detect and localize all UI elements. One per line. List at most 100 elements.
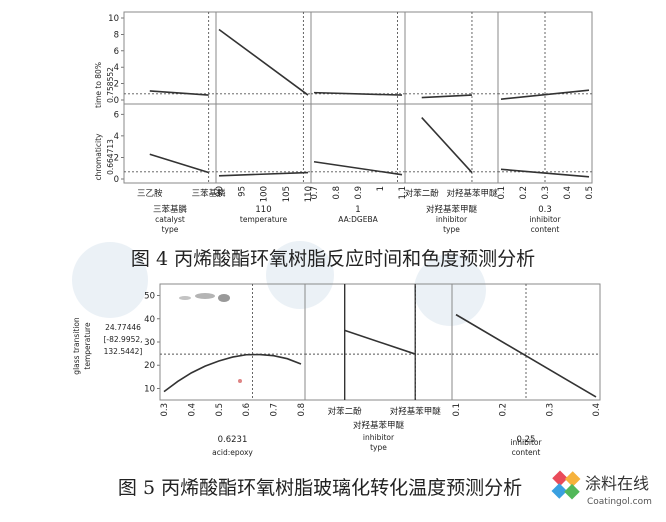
x-tick-label: 0.4 [592,403,602,417]
factor-current-value: 0.25 [517,435,536,445]
x-tick-label: 0.9 [354,186,364,200]
x-tick-label: 0.2 [499,403,509,417]
x-tick-label: 95 [237,186,247,197]
prediction-curve [344,329,416,355]
figure-4-caption: 图 4 丙烯酸酯环氧树脂反应时间和色度预测分析 [131,248,535,270]
fig5-response-label-line1: glass transition [72,317,81,375]
panel-frame [310,103,406,184]
y-tick-label: 0 [114,175,119,185]
factor-label: type [370,443,387,452]
factor-current-value: 110 [255,205,271,215]
factor-label: type [162,225,179,234]
x-tick-label: 0.5 [215,403,225,417]
x-tick-label: 三苯基膦 [192,188,227,199]
factor-current-value: 对羟基苯甲醚 [426,204,478,215]
fig5-response-label-line2: temperature [83,322,92,370]
prediction-line [500,168,590,178]
factor-label: content [531,225,560,234]
x-tick-label: 0.3 [541,186,551,200]
panel-frame [123,11,217,105]
response-1-label: time to 80% [94,62,103,108]
factor-label: catalyst [155,215,185,224]
response-2-label: chromaticity [94,133,103,180]
y-tick-label: 10 [108,14,119,24]
x-tick-label: 105 [282,186,292,202]
factor-current-value: 1 [355,205,360,215]
response-2-value: 0.664713 [106,139,115,175]
prediction-line [218,171,309,177]
x-tick-label: 0.8 [332,186,342,200]
fig5-current-value: 24.77446 [105,323,141,332]
watermark [72,241,486,326]
x-tick-label: 0.3 [545,403,555,417]
prediction-line [149,153,209,174]
factor-label: inhibitor [510,438,542,447]
y-tick-label: 2 [114,153,119,163]
fig5-interval-high: 132.5442] [104,347,143,356]
factor-label: AA:DGEBA [338,215,378,224]
prediction-line [421,117,473,174]
panel-frame [497,103,593,184]
factor-label: inhibitor [436,215,468,224]
y-tick-label: 10 [144,384,155,394]
y-tick-label: 4 [114,132,119,142]
x-tick-label: 0.5 [585,186,595,200]
factor-current-value: 对羟基苯甲醚 [353,420,405,431]
factor-label: inhibitor [363,433,395,442]
factor-label: acid:epoxy [212,448,253,457]
response-1-value: 0.758552 [106,67,115,103]
factor-current-value: 0.3 [538,205,552,215]
prediction-line [149,90,209,96]
prediction-curve [455,313,597,398]
y-tick-label: 20 [144,361,155,371]
y-tick-label: 30 [144,338,155,348]
prediction-line [313,160,403,176]
x-tick-label: 1.1 [398,186,408,200]
factor-label: type [443,225,460,234]
scan-artifact [179,293,242,383]
factor-current-value: 0.6231 [218,435,248,445]
panel-frame [404,103,499,184]
x-tick-label: 0.7 [310,186,320,200]
y-tick-label: 6 [114,110,119,120]
prediction-line [218,28,309,96]
x-tick-label: 0.6 [242,403,252,417]
x-tick-label: 0.8 [297,403,307,417]
x-tick-label: 90 [215,186,225,197]
x-tick-label: 0.1 [452,403,462,417]
logo-url: Coatingol.com [587,497,652,507]
x-tick-label: 对羟基苯甲醚 [390,406,442,417]
x-tick-label: 110 [304,186,314,202]
x-tick-label: 0.7 [270,403,280,417]
panel-frame [215,103,312,184]
y-tick-label: 6 [114,47,119,57]
y-tick-label: 4 [114,63,119,73]
y-tick-label: 40 [144,315,155,325]
x-tick-label: 100 [260,186,270,202]
y-tick-label: 50 [144,292,155,302]
x-tick-label: 0.3 [160,403,170,417]
x-tick-label: 1 [376,186,386,191]
x-tick-label: 0.4 [563,186,573,200]
x-tick-label: 对苯二酚 [328,406,363,417]
x-tick-label: 0.4 [187,403,197,417]
prediction-line [500,89,590,100]
x-tick-label: 对苯二酚 [405,188,440,199]
logo-name: 涂料在线 [585,474,649,493]
x-tick-label: 对羟基苯甲醚 [446,188,498,199]
figure-5-caption: 图 5 丙烯酸酯环氧树脂玻璃化转化温度预测分析 [118,477,522,499]
factor-current-value: 三苯基膦 [153,204,188,215]
pinwheel-icon [551,470,581,500]
y-tick-label: 0 [114,96,119,106]
x-tick-label: 0.1 [497,186,507,200]
prediction-line [313,91,403,96]
y-tick-label: 8 [114,30,119,40]
factor-label: temperature [240,215,288,224]
panel-frame [215,11,312,105]
fig5-interval-low: [-82.9952, [103,335,142,344]
panel-frame [404,11,499,105]
prediction-line [421,94,472,99]
